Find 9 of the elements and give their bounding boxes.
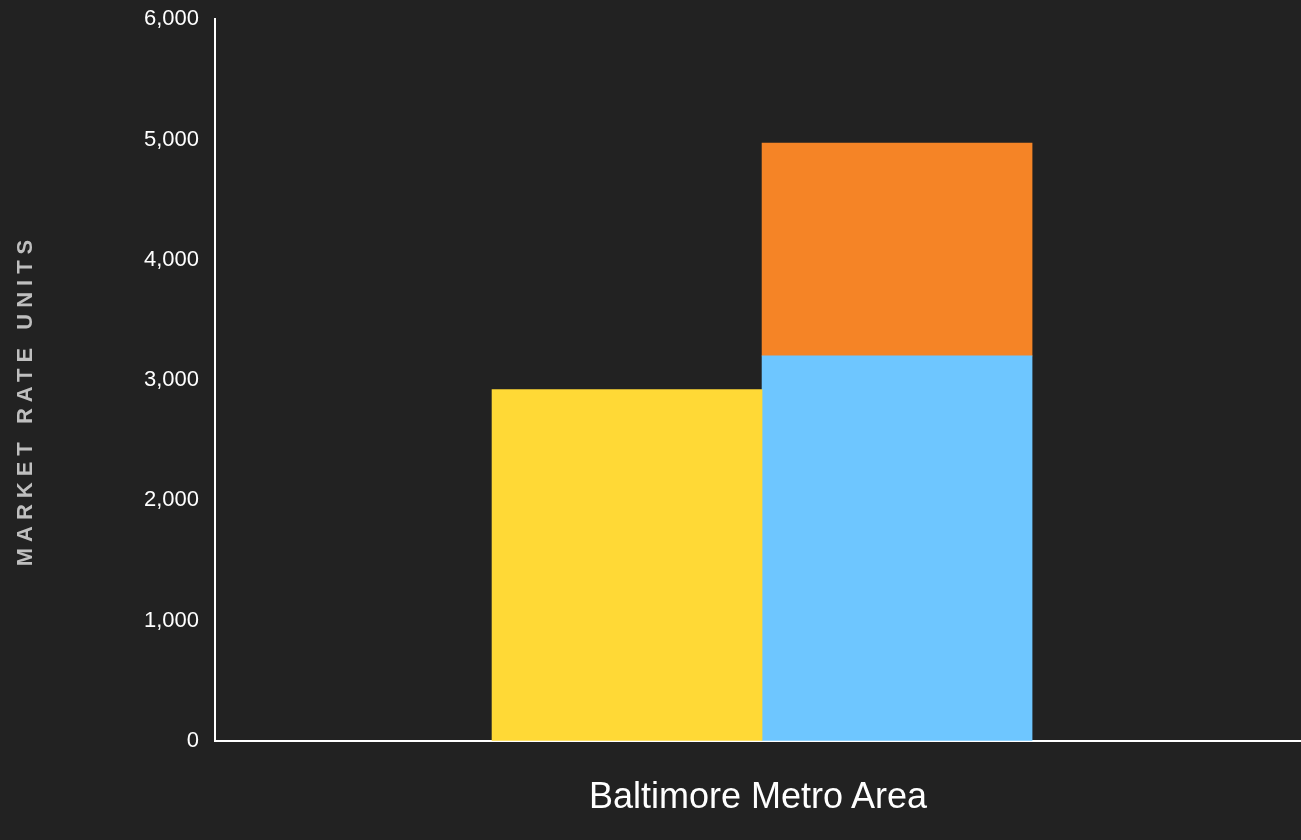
y-tick-label: 6,000 (143, 5, 199, 31)
y-tick-label: 5,000 (143, 125, 199, 151)
y-tick-label: 1,000 (143, 606, 199, 632)
y-axis-title: MARKET RATE UNITS (12, 233, 38, 567)
y-tick-label: 4,000 (143, 245, 199, 271)
y-tick-label: 2,000 (143, 486, 199, 512)
x-axis-title: Baltimore Metro Area (588, 775, 929, 817)
y-tick-label: 3,000 (143, 366, 199, 392)
y-tick-label: 0 (186, 726, 199, 752)
